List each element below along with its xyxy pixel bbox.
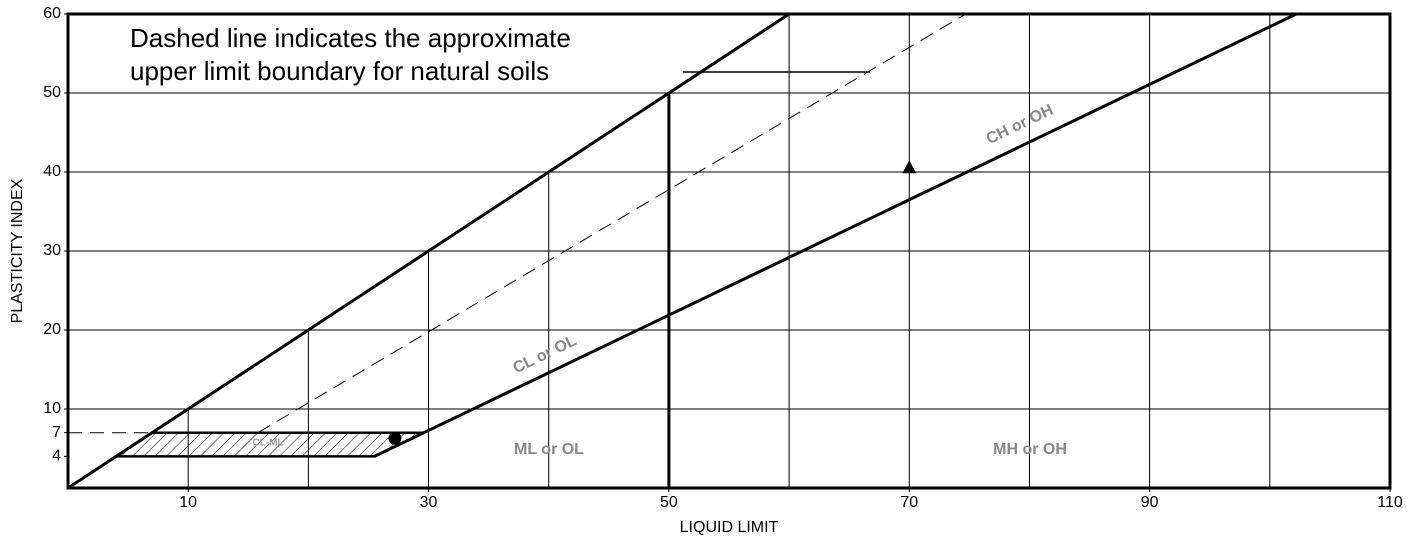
zone-label: CL or OL (510, 332, 579, 377)
y-tick-label: 60 (43, 5, 61, 22)
data-point (902, 160, 917, 174)
y-tick-label: 4 (52, 448, 61, 465)
x-tick-label: 50 (660, 494, 678, 511)
annotation: upper limit boundary for natural soils (130, 56, 549, 86)
plot-frame (66, 12, 1392, 490)
zone-label: MH or OH (993, 441, 1067, 458)
boundary-line (373, 12, 1297, 458)
y-tick-label: 20 (43, 321, 61, 338)
y-tick-label: 10 (43, 400, 61, 417)
x-axis-label: LIQUID LIMIT (680, 519, 779, 536)
data-point (388, 431, 402, 445)
zone-label: ML or OL (514, 441, 584, 458)
zone-label: CH or OH (984, 102, 1056, 148)
dashed-line (257, 13, 967, 434)
y-axis-label: PLASTICITY INDEX (9, 178, 26, 323)
x-tick-label: 10 (179, 494, 197, 511)
x-tick-label: 90 (1141, 494, 1159, 511)
x-tick-label: 70 (900, 494, 918, 511)
y-tick-label: 50 (43, 84, 61, 101)
y-tick-label: 30 (43, 242, 61, 259)
y-tick-label: 7 (52, 424, 61, 441)
x-tick-label: 30 (420, 494, 438, 511)
annotation: Dashed line indicates the approximate (130, 23, 571, 53)
zone-label: CL-ML (252, 438, 283, 449)
x-tick-label: 110 (1377, 494, 1403, 511)
y-tick-label: 40 (43, 163, 61, 180)
